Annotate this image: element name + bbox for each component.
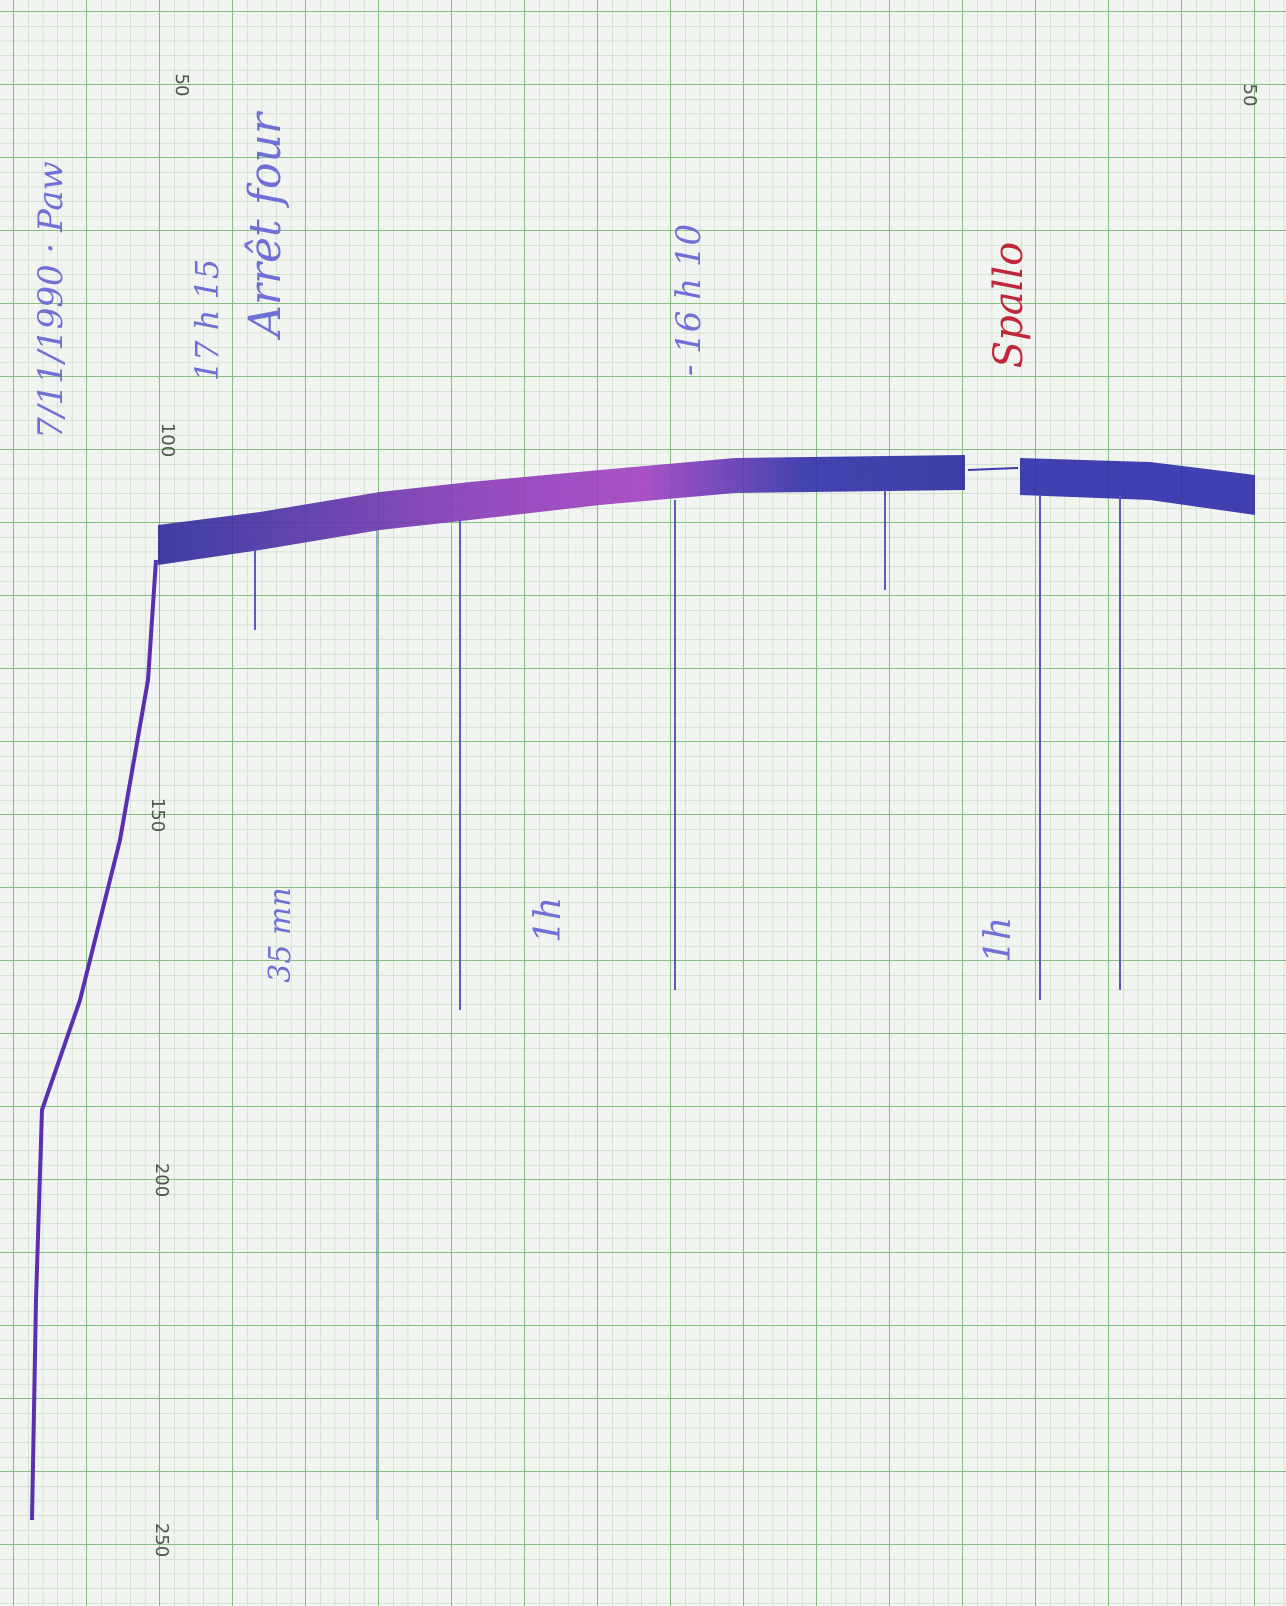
trace-band bbox=[158, 455, 965, 565]
annotation: 17 h 15 bbox=[188, 259, 226, 381]
annotation: 1h bbox=[978, 917, 1019, 963]
scale-label: 200 bbox=[151, 1163, 172, 1197]
trace-spikes bbox=[254, 490, 1121, 1520]
scale-label: 250 bbox=[151, 1523, 172, 1557]
annotation: 1h bbox=[528, 897, 569, 943]
scale-label: 100 bbox=[157, 423, 178, 457]
scale-label: 50 bbox=[171, 74, 192, 97]
trace-band bbox=[1020, 458, 1255, 515]
annotation: Arrêt four bbox=[240, 110, 291, 341]
annotation: 7/11/1990 · Paw bbox=[31, 161, 71, 438]
annotation: 35 mn bbox=[263, 887, 298, 982]
annotation: - 16 h 10 bbox=[669, 224, 709, 376]
trace-gap bbox=[967, 467, 1019, 471]
trace-ramp bbox=[30, 559, 158, 1521]
annotation: Spallo bbox=[986, 242, 1032, 369]
scale-label: 150 bbox=[147, 798, 168, 832]
scale-label: 50 bbox=[1239, 84, 1260, 107]
